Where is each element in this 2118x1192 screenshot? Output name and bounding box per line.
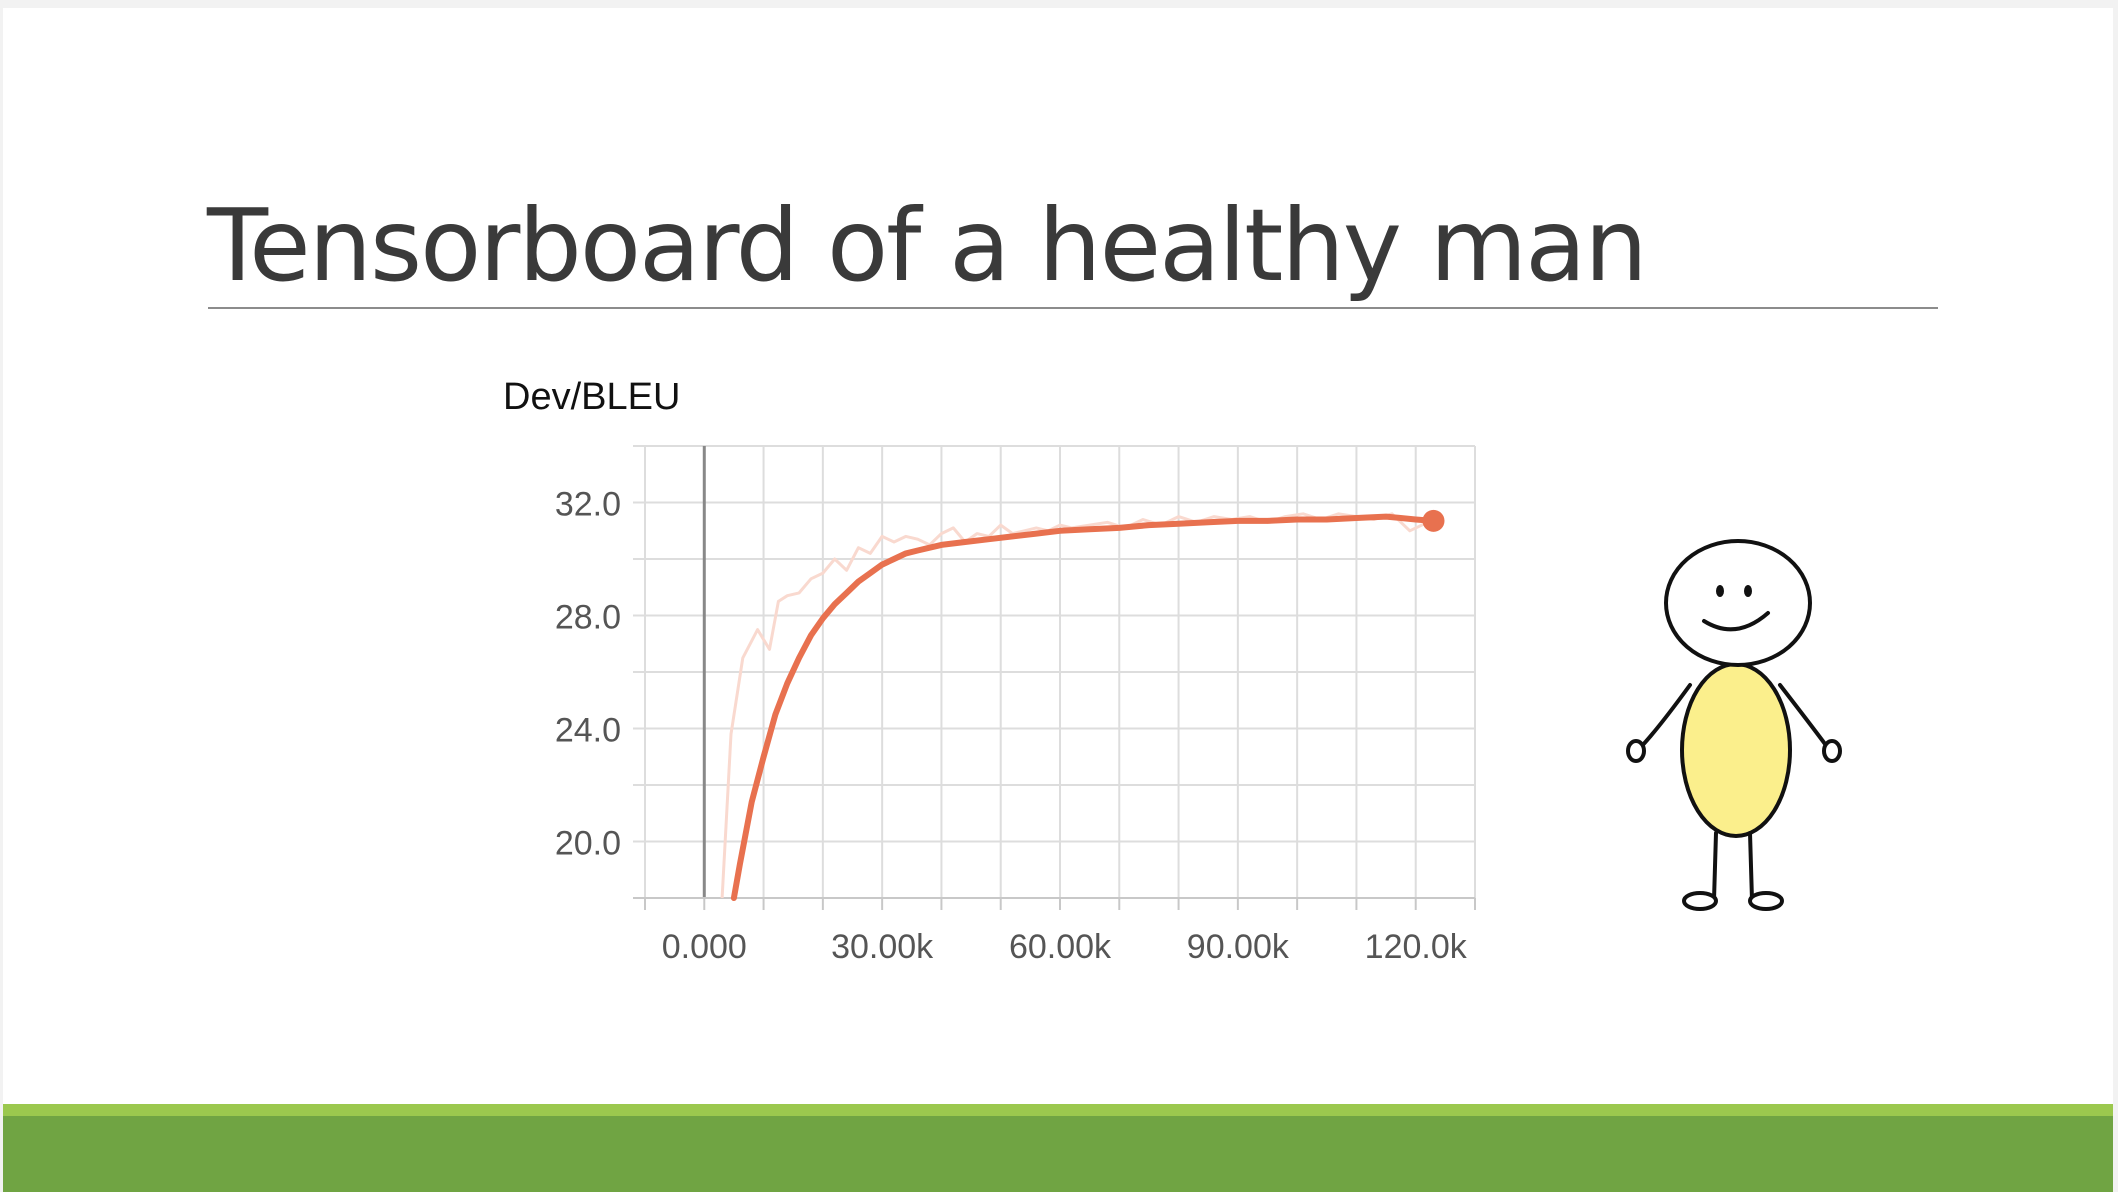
last-point-marker — [1422, 509, 1445, 532]
figure-right-leg — [1748, 831, 1754, 902]
y-tick-label: 24.0 — [555, 712, 621, 750]
figure-right-eye — [1744, 585, 1752, 597]
healthy-stick-figure-illustration — [1626, 539, 1842, 911]
title-divider — [208, 307, 1938, 309]
figure-left-leg — [1712, 831, 1718, 902]
y-tick-label: 32.0 — [555, 486, 621, 524]
smoothed-series-line — [730, 513, 1437, 901]
y-tick-label: 20.0 — [555, 825, 621, 863]
figure-body — [1680, 662, 1792, 838]
raw-series-line — [720, 512, 1440, 899]
figure-right-hand — [1822, 739, 1842, 763]
x-tick-label: 30.00k — [831, 928, 934, 966]
figure-left-hand — [1626, 739, 1646, 763]
figure-left-eye — [1716, 585, 1724, 597]
bleu-line-chart: 20.0 24.0 28.0 32.0 0.000 30.00k 60.00k 90.00k 1… — [555, 445, 1476, 966]
footer-bar — [3, 1116, 2113, 1192]
x-tick-label: 60.00k — [1009, 928, 1112, 966]
footer-accent-stripe — [3, 1104, 2113, 1116]
x-tick-label: 0.000 — [662, 928, 747, 966]
figure-right-foot — [1748, 891, 1784, 911]
slide-title: Tensorboard of a healthy man — [207, 187, 1648, 304]
figure-smile — [1702, 611, 1770, 632]
chart-series — [720, 509, 1445, 901]
x-tick-label: 90.00k — [1187, 928, 1290, 966]
chart-title: Dev/BLEU — [503, 376, 681, 418]
slide: Tensorboard of a healthy man Dev/BLEU 20… — [3, 8, 2113, 1192]
y-tick-label: 28.0 — [555, 599, 621, 637]
figure-left-foot — [1682, 891, 1718, 911]
figure-head — [1664, 539, 1812, 667]
x-tick-label: 120.0k — [1365, 928, 1468, 966]
chart-axes: 20.0 24.0 28.0 32.0 0.000 30.00k 60.00k 90.00k 1… — [555, 486, 1476, 966]
chart-grid — [633, 445, 1476, 899]
